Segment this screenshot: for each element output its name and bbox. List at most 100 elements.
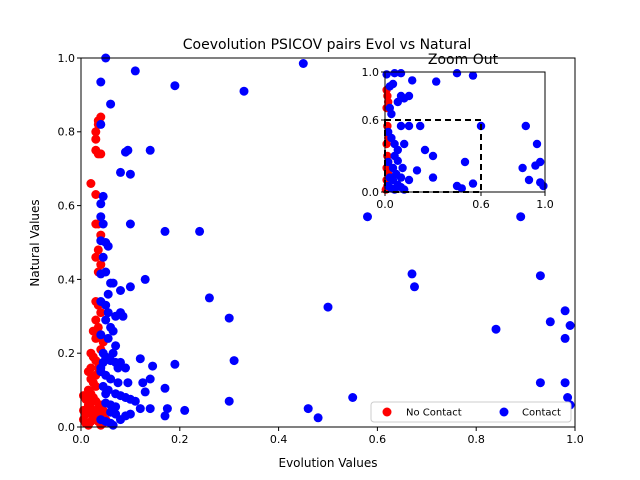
main-point-contact: [535, 378, 545, 388]
main-point-contact: [103, 385, 113, 395]
main-point-no-contact: [91, 381, 101, 391]
main-point-contact: [407, 269, 417, 279]
main-point-contact: [96, 119, 106, 129]
inset-point-contact: [396, 121, 406, 131]
main-point-contact: [180, 405, 190, 415]
main-point-contact: [138, 378, 148, 388]
inset-point-contact: [400, 139, 409, 149]
main-point-contact: [106, 374, 116, 384]
main-point-contact: [125, 219, 135, 229]
main-point-contact: [118, 311, 128, 321]
main-point-no-contact: [96, 308, 106, 318]
inset-y-tick-label: 1.0: [362, 66, 380, 79]
inset-point-contact: [460, 157, 470, 167]
main-point-contact: [103, 333, 113, 343]
main-y-tick-label: 1.0: [58, 52, 76, 65]
main-point-contact: [123, 145, 133, 155]
main-point-no-contact: [91, 315, 101, 325]
inset-point-contact: [532, 139, 542, 149]
inset-point-contact: [404, 175, 414, 185]
main-point-contact: [160, 226, 170, 236]
inset-point-contact: [416, 121, 425, 131]
main-point-contact: [140, 274, 150, 284]
inset-point-contact: [518, 163, 527, 173]
main-plot-frame: [80, 57, 576, 428]
main-point-contact: [140, 387, 150, 397]
main-point-contact: [363, 212, 372, 222]
inset-point-contact: [457, 184, 466, 193]
main-points-layer: [79, 53, 575, 430]
inset-y-tick-label: 0.0: [362, 186, 380, 199]
main-point-contact: [101, 300, 111, 310]
main-point-contact: [116, 415, 125, 425]
main-point-no-contact: [91, 252, 101, 262]
main-point-contact: [229, 356, 239, 366]
inset-y-ticks: 0.0 0.6 1.0: [362, 66, 385, 199]
inset-x-tick-label: 0.0: [376, 198, 394, 211]
legend-box: [370, 401, 572, 423]
inset-point-contact: [396, 173, 406, 182]
inset-y-tick-label: 0.6: [362, 114, 380, 127]
inset-point-contact: [468, 179, 478, 188]
inset-x-tick-label: 0.6: [472, 198, 490, 211]
main-point-contact: [98, 252, 108, 262]
main-point-no-contact: [91, 190, 101, 199]
main-point-contact: [121, 363, 130, 373]
main-point-contact: [303, 404, 313, 414]
main-point-contact: [96, 199, 106, 209]
main-point-contact: [148, 361, 158, 371]
main-point-contact: [130, 396, 140, 406]
main-point-contact: [160, 411, 170, 421]
main-point-contact: [108, 278, 118, 288]
legend-marker-contact: [499, 407, 509, 417]
main-y-tick-label: 0.2: [58, 347, 76, 360]
main-point-contact: [98, 357, 108, 367]
main-point-contact: [516, 212, 526, 222]
chart-title: Coevolution PSICOV pairs Evol vs Natural: [183, 37, 471, 53]
main-x-tick-label: 0.0: [72, 433, 90, 446]
main-x-tick-label: 0.6: [369, 433, 387, 446]
inset-point-contact: [390, 69, 399, 78]
main-y-tick-label: 0.4: [58, 273, 76, 286]
inset-point-contact: [408, 76, 417, 85]
inset-plot-frame: [384, 71, 546, 193]
inset-point-contact: [539, 181, 548, 191]
main-point-contact: [313, 413, 323, 423]
main-point-contact: [125, 282, 135, 292]
legend-label-contact: Contact: [522, 408, 561, 419]
main-point-no-contact: [88, 326, 98, 336]
main-point-contact: [98, 191, 108, 201]
main-point-contact: [125, 409, 135, 419]
main-point-contact: [323, 302, 333, 312]
main-point-contact: [145, 404, 155, 414]
main-point-no-contact: [79, 391, 88, 401]
inset-point-contact: [468, 71, 478, 80]
main-point-contact: [113, 363, 123, 373]
main-point-contact: [101, 315, 111, 325]
main-y-tick-label: 0.6: [58, 199, 76, 212]
legend: No Contact Contact: [370, 401, 572, 423]
main-point-contact: [125, 169, 135, 179]
inset-point-contact: [387, 109, 396, 119]
main-point-contact: [108, 348, 118, 358]
inset-point-contact: [428, 151, 438, 161]
inset-point-contact: [428, 173, 438, 182]
main-point-contact: [545, 317, 555, 327]
main-point-contact: [298, 59, 308, 68]
main-point-contact: [170, 81, 180, 91]
main-point-contact: [111, 341, 121, 351]
inset-point-contact: [404, 91, 414, 101]
inset-point-contact: [524, 175, 534, 185]
main-point-no-contact: [91, 134, 101, 144]
main-point-contact: [204, 293, 214, 303]
legend-label-no-contact: No Contact: [406, 408, 462, 419]
y-axis-label: Natural Values: [28, 199, 42, 286]
inset-point-contact: [388, 79, 398, 89]
main-point-contact: [560, 333, 570, 343]
main-point-no-contact: [91, 127, 101, 137]
main-point-contact: [103, 241, 113, 251]
main-point-contact: [116, 286, 125, 295]
main-point-contact: [103, 289, 113, 299]
inset-point-contact: [452, 69, 462, 78]
